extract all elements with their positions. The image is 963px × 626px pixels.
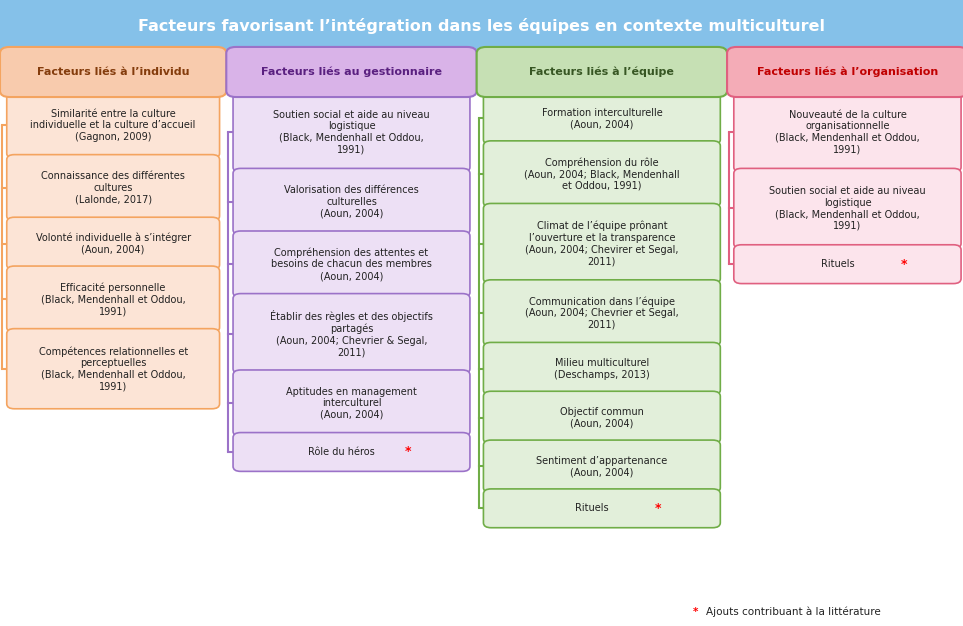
FancyBboxPatch shape (0, 47, 226, 97)
Text: Facteurs liés à l’organisation: Facteurs liés à l’organisation (757, 67, 938, 77)
Text: Formation interculturelle
(Aoun, 2004): Formation interculturelle (Aoun, 2004) (541, 108, 663, 129)
FancyBboxPatch shape (727, 47, 963, 97)
FancyBboxPatch shape (7, 217, 220, 270)
Text: Facteurs liés à l’équipe: Facteurs liés à l’équipe (530, 67, 674, 77)
Text: Soutien social et aide au niveau
logistique
(Black, Mendenhall et Oddou,
1991): Soutien social et aide au niveau logisti… (769, 186, 925, 231)
FancyBboxPatch shape (483, 440, 720, 493)
Text: Milieu multiculturel
(Deschamps, 2013): Milieu multiculturel (Deschamps, 2013) (554, 358, 650, 379)
Text: *: * (404, 446, 411, 458)
Text: Objectif commun
(Aoun, 2004): Objectif commun (Aoun, 2004) (560, 407, 644, 428)
Text: Ajouts contribuant à la littérature: Ajouts contribuant à la littérature (706, 606, 880, 617)
Text: Nouveauté de la culture
organisationnelle
(Black, Mendenhall et Oddou,
1991): Nouveauté de la culture organisationnell… (775, 110, 920, 155)
FancyBboxPatch shape (0, 0, 963, 56)
Text: Rôle du héros: Rôle du héros (308, 447, 376, 457)
Text: *: * (655, 502, 662, 515)
Text: Similarité entre la culture
individuelle et la culture d’accueil
(Gagnon, 2009): Similarité entre la culture individuelle… (31, 108, 195, 142)
Text: *: * (693, 607, 702, 617)
FancyBboxPatch shape (483, 203, 720, 284)
Text: Communication dans l’équipe
(Aoun, 2004; Chevrier et Segal,
2011): Communication dans l’équipe (Aoun, 2004;… (525, 296, 679, 330)
Text: *: * (900, 258, 907, 270)
FancyBboxPatch shape (233, 92, 470, 172)
Text: Efficacité personnelle
(Black, Mendenhall et Oddou,
1991): Efficacité personnelle (Black, Mendenhal… (40, 282, 186, 316)
Text: Établir des règles et des objectifs
partagés
(Aoun, 2004; Chevrier & Segal,
2011: Établir des règles et des objectifs part… (270, 310, 433, 357)
Text: Connaissance des différentes
cultures
(Lalonde, 2017): Connaissance des différentes cultures (L… (41, 171, 185, 205)
FancyBboxPatch shape (734, 168, 961, 249)
Text: Volonté individuelle à s’intégrer
(Aoun, 2004): Volonté individuelle à s’intégrer (Aoun,… (36, 232, 191, 255)
FancyBboxPatch shape (483, 342, 720, 395)
Text: Compréhension du rôle
(Aoun, 2004; Black, Mendenhall
et Oddou, 1991): Compréhension du rôle (Aoun, 2004; Black… (524, 157, 680, 191)
FancyBboxPatch shape (483, 489, 720, 528)
FancyBboxPatch shape (233, 168, 470, 235)
FancyBboxPatch shape (233, 231, 470, 297)
FancyBboxPatch shape (233, 294, 470, 374)
FancyBboxPatch shape (7, 266, 220, 332)
Text: Climat de l’équipe prônant
l’ouverture et la transparence
(Aoun, 2004; Chevirer : Climat de l’équipe prônant l’ouverture e… (525, 221, 679, 266)
FancyBboxPatch shape (7, 155, 220, 221)
FancyBboxPatch shape (734, 92, 961, 172)
Text: Valorisation des différences
culturelles
(Aoun, 2004): Valorisation des différences culturelles… (284, 185, 419, 218)
FancyBboxPatch shape (483, 280, 720, 346)
Text: Soutien social et aide au niveau
logistique
(Black, Mendenhall et Oddou,
1991): Soutien social et aide au niveau logisti… (273, 110, 429, 155)
FancyBboxPatch shape (7, 329, 220, 409)
FancyBboxPatch shape (233, 433, 470, 471)
FancyBboxPatch shape (233, 370, 470, 436)
Text: Sentiment d’appartenance
(Aoun, 2004): Sentiment d’appartenance (Aoun, 2004) (536, 456, 667, 477)
FancyBboxPatch shape (483, 92, 720, 145)
FancyBboxPatch shape (7, 92, 220, 158)
FancyBboxPatch shape (477, 47, 727, 97)
FancyBboxPatch shape (734, 245, 961, 284)
Text: Facteurs liés à l’individu: Facteurs liés à l’individu (37, 67, 190, 77)
Text: Compréhension des attentes et
besoins de chacun des membres
(Aoun, 2004): Compréhension des attentes et besoins de… (271, 247, 432, 281)
FancyBboxPatch shape (483, 391, 720, 444)
Text: Facteurs liés au gestionnaire: Facteurs liés au gestionnaire (261, 67, 442, 77)
Text: Rituels: Rituels (576, 503, 609, 513)
Text: Aptitudes en management
interculturel
(Aoun, 2004): Aptitudes en management interculturel (A… (286, 386, 417, 420)
FancyBboxPatch shape (226, 47, 477, 97)
FancyBboxPatch shape (483, 141, 720, 207)
Text: Facteurs favorisant l’intégration dans les équipes en contexte multiculturel: Facteurs favorisant l’intégration dans l… (138, 18, 825, 34)
Text: Compétences relationnelles et
perceptuelles
(Black, Mendenhall et Oddou,
1991): Compétences relationnelles et perceptuel… (39, 346, 188, 391)
Text: Rituels: Rituels (821, 259, 854, 269)
